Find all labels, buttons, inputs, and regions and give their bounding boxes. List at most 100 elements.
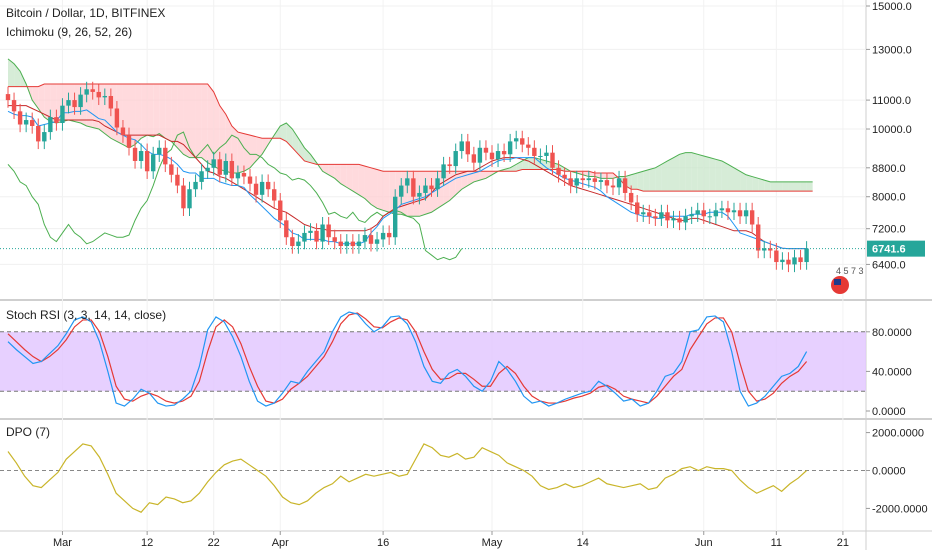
ichimoku-cloud-segment [613,173,620,179]
ichimoku-cloud-segment [50,83,57,124]
price-axis-label: 6400.0 [872,259,906,271]
stoch-axis-label: 40.0000 [872,366,912,378]
ichimoku-cloud-segment [655,164,662,192]
candle-body [393,196,398,238]
candle-body [308,230,313,233]
ichimoku-cloud-segment [637,171,644,192]
candle-body [429,185,434,190]
ichimoku-cloud-segment [322,164,329,175]
candle-body [302,232,307,242]
candle-body [441,164,446,179]
candle-body [120,127,126,136]
candle-body [344,241,349,247]
candle-body [205,167,210,172]
ichimoku-legend[interactable]: Ichimoku (9, 26, 52, 26) [6,25,133,39]
price-axis-label: 15000.0 [872,1,912,13]
events-flag-icon-canton [834,279,841,285]
candle-body [616,178,622,188]
candle-body [211,159,216,168]
candle-body [417,192,422,197]
candle-body [689,214,694,217]
candle-body [774,250,779,263]
candle-body [635,202,640,215]
ichimoku-cloud-segment [631,173,638,190]
candle-body [157,147,162,155]
dpo-line [7,443,808,513]
ichimoku-cloud-segment [201,83,208,163]
candle-body [562,174,567,179]
ichimoku-cloud-segment [479,171,486,181]
ichimoku-cloud-segment [86,83,93,128]
ichimoku-cloud-segment [746,174,753,192]
candle-body [144,151,150,172]
ichimoku-cloud-segment [286,123,293,148]
time-axis-label: 16 [377,537,389,549]
ichimoku-cloud-segment [153,83,160,137]
candle-body [580,178,585,181]
price-axis-label: 8800.0 [872,163,906,175]
candle-body [169,164,174,175]
ichimoku-cloud-segment [104,83,111,139]
candle-body [60,105,65,124]
candle-body [114,108,120,128]
leading-span-a-line [7,58,813,217]
ichimoku-cloud-segment [147,83,154,137]
candle-body [556,167,561,175]
candle-body [701,210,706,217]
time-axis-label: 22 [208,537,220,549]
ichimoku-cloud-segment [752,176,759,192]
candle-body [132,147,138,161]
candle-body [495,151,501,160]
candle-body [223,160,228,175]
price-axis-label: 10000.0 [872,124,912,136]
ichimoku-cloud-segment [352,164,359,195]
events-badge-label: 4 5 7 3 [836,266,864,276]
ichimoku-cloud-segment [262,138,269,155]
candle-body [163,147,168,165]
ichimoku-cloud-segment [358,164,365,199]
candle-body [743,210,749,217]
candle-body [314,230,319,242]
ichimoku-cloud-segment [250,135,257,168]
dpo-axis-label: 0.0000 [872,466,906,478]
candle-body [138,151,144,161]
candle-body [284,220,289,238]
candle-body [296,241,301,247]
candle-body [326,224,331,238]
candle-body [151,154,156,172]
ichimoku-cloud-segment [794,181,801,192]
candle-body [471,154,477,163]
candle-body [78,94,83,108]
candle-body [671,218,676,221]
candle-body [380,232,386,240]
candle-body [30,120,35,126]
candle-body [798,257,803,263]
candle-body [713,210,719,217]
candle-body [762,248,767,251]
ichimoku-cloud-segment [600,173,607,179]
candle-body [725,208,731,213]
candle-body [54,117,59,124]
stoch-rsi-legend[interactable]: Stoch RSI (3, 3, 14, 14, close) [6,308,167,322]
dpo-axis-label: 2000.0000 [872,428,924,440]
ichimoku-cloud-segment [667,157,674,192]
candle-body [544,152,549,156]
ichimoku-cloud-segment [740,171,747,192]
stoch-axis-label: 0.0000 [872,406,906,418]
candle-body [598,180,604,182]
candle-body [628,192,634,203]
candle-body [411,178,416,197]
candle-body [199,171,204,182]
candle-body [514,138,519,142]
candle-body [731,210,737,213]
candle-body [36,125,41,142]
price-axis-label: 8000.0 [872,192,906,204]
candle-body [538,155,543,157]
ichimoku-cloud-segment [334,164,341,184]
ichimoku-cloud-segment [135,83,142,145]
leading-span-b-line [8,83,813,192]
dpo-legend[interactable]: DPO (7) [6,425,51,439]
ichimoku-cloud-segment [165,83,172,142]
